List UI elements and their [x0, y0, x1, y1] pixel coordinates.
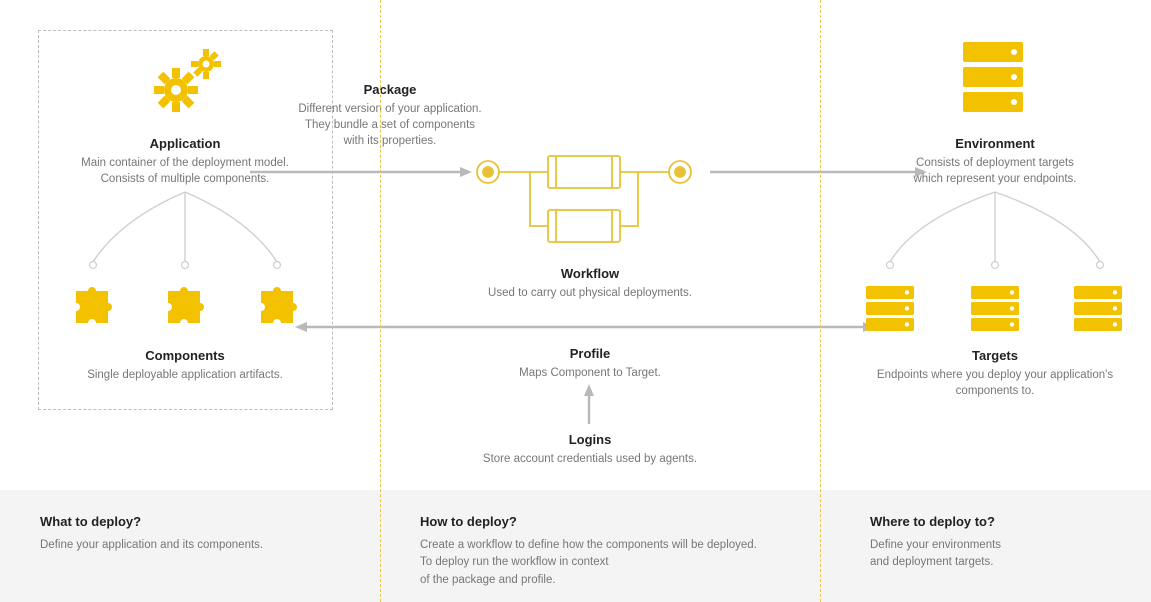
application-connectors [60, 190, 310, 280]
workflow-title: Workflow [430, 266, 750, 281]
application-node: Application Main container of the deploy… [60, 136, 310, 187]
logins-node: Logins Store account credentials used by… [420, 432, 760, 467]
targets-desc: Endpoints where you deploy your applicat… [845, 367, 1145, 399]
footer-col-what: What to deploy? Define your application … [0, 490, 380, 602]
footer-what-desc: Define your application and its componen… [40, 537, 380, 554]
footer-how-title: How to deploy? [420, 514, 820, 529]
components-node: Components Single deployable application… [60, 348, 310, 383]
puzzle-icons [60, 280, 310, 340]
logins-desc: Store account credentials used by agents… [420, 451, 760, 467]
logins-title: Logins [420, 432, 760, 447]
targets-title: Targets [845, 348, 1145, 363]
profile-node: Profile Maps Component to Target. [470, 346, 710, 381]
environment-connectors [860, 190, 1130, 280]
environment-desc: Consists of deployment targetswhich repr… [860, 155, 1130, 187]
footer: What to deploy? Define your application … [0, 490, 1151, 602]
target-icons [856, 284, 1136, 344]
targets-node: Targets Endpoints where you deploy your … [845, 348, 1145, 399]
footer-where-title: Where to deploy to? [870, 514, 1151, 529]
footer-col-where: Where to deploy to? Define your environm… [820, 490, 1151, 602]
arrow-app-to-workflow [250, 165, 475, 179]
footer-col-how: How to deploy? Create a workflow to defi… [380, 490, 820, 602]
arrow-profile [295, 320, 875, 334]
package-title: Package [280, 82, 500, 97]
environment-node: Environment Consists of deployment targe… [860, 136, 1130, 187]
divider-right-full [820, 0, 821, 602]
environment-icon [958, 42, 1028, 120]
environment-title: Environment [860, 136, 1130, 151]
package-node: Package Different version of your applic… [280, 82, 500, 149]
profile-title: Profile [470, 346, 710, 361]
footer-how-desc: Create a workflow to define how the comp… [420, 537, 820, 589]
package-desc: Different version of your application.Th… [280, 101, 500, 149]
footer-where-desc: Define your environmentsand deployment t… [870, 537, 1151, 572]
gears-icon [148, 42, 228, 122]
workflow-node: Workflow Used to carry out physical depl… [430, 266, 750, 301]
diagram-area: Application Main container of the deploy… [0, 0, 1151, 490]
footer-what-title: What to deploy? [40, 514, 380, 529]
arrow-profile-to-logins [582, 384, 596, 424]
workflow-desc: Used to carry out physical deployments. [430, 285, 750, 301]
profile-desc: Maps Component to Target. [470, 365, 710, 381]
components-desc: Single deployable application artifacts. [60, 367, 310, 383]
components-title: Components [60, 348, 310, 363]
application-title: Application [60, 136, 310, 151]
workflow-icon [470, 150, 700, 260]
divider-left-full [380, 0, 381, 602]
